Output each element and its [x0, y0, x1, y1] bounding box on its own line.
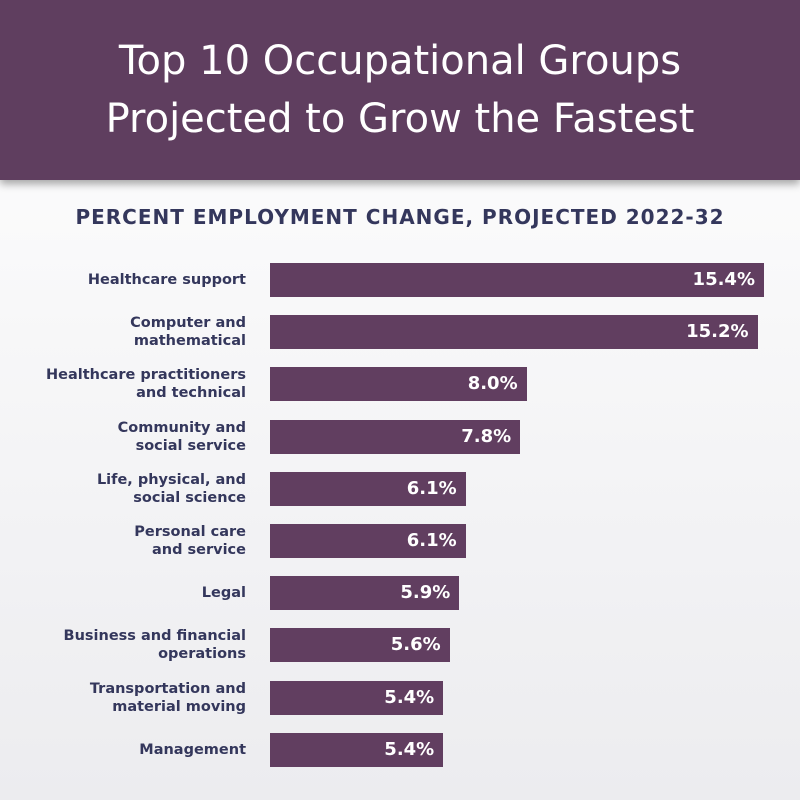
category-label: Healthcare support [87, 272, 246, 288]
value-label: 5.4% [384, 738, 435, 760]
header-band [0, 0, 800, 180]
category-label: Legal [201, 585, 246, 602]
chart-subtitle: PERCENT EMPLOYMENT CHANGE, PROJECTED 202… [75, 205, 725, 229]
category-label: Personal care and service [134, 524, 246, 558]
value-label: 15.2% [686, 321, 749, 343]
category-label: Computer and mathematical [130, 315, 246, 350]
value-label: 5.4% [384, 686, 435, 708]
bar [270, 524, 466, 558]
bar [270, 732, 444, 767]
category-label: Transportation and material moving [89, 680, 246, 715]
category-label: Life, physical, and social science [96, 471, 246, 506]
bar [270, 576, 460, 611]
chart-title: Top 10 Occupational Groups Projected to … [105, 38, 695, 142]
value-label: 8.0% [467, 373, 518, 395]
value-label: 5.9% [400, 582, 451, 604]
bar [270, 263, 764, 297]
category-label: Management [139, 741, 246, 758]
value-label: 7.8% [461, 425, 512, 447]
category-label: Healthcare practitioners and technical [45, 367, 246, 402]
bar [270, 419, 521, 454]
value-label: 5.6% [390, 634, 441, 656]
bar [270, 315, 758, 350]
category-label: Business and financial operations [63, 628, 246, 663]
bar [270, 628, 450, 663]
bar [270, 471, 466, 506]
category-label: Community and social service [117, 419, 246, 454]
value-label: 15.4% [692, 269, 755, 290]
bar [270, 367, 527, 402]
value-label: 6.1% [406, 477, 457, 499]
bar [270, 680, 444, 715]
value-label: 6.1% [406, 530, 457, 551]
